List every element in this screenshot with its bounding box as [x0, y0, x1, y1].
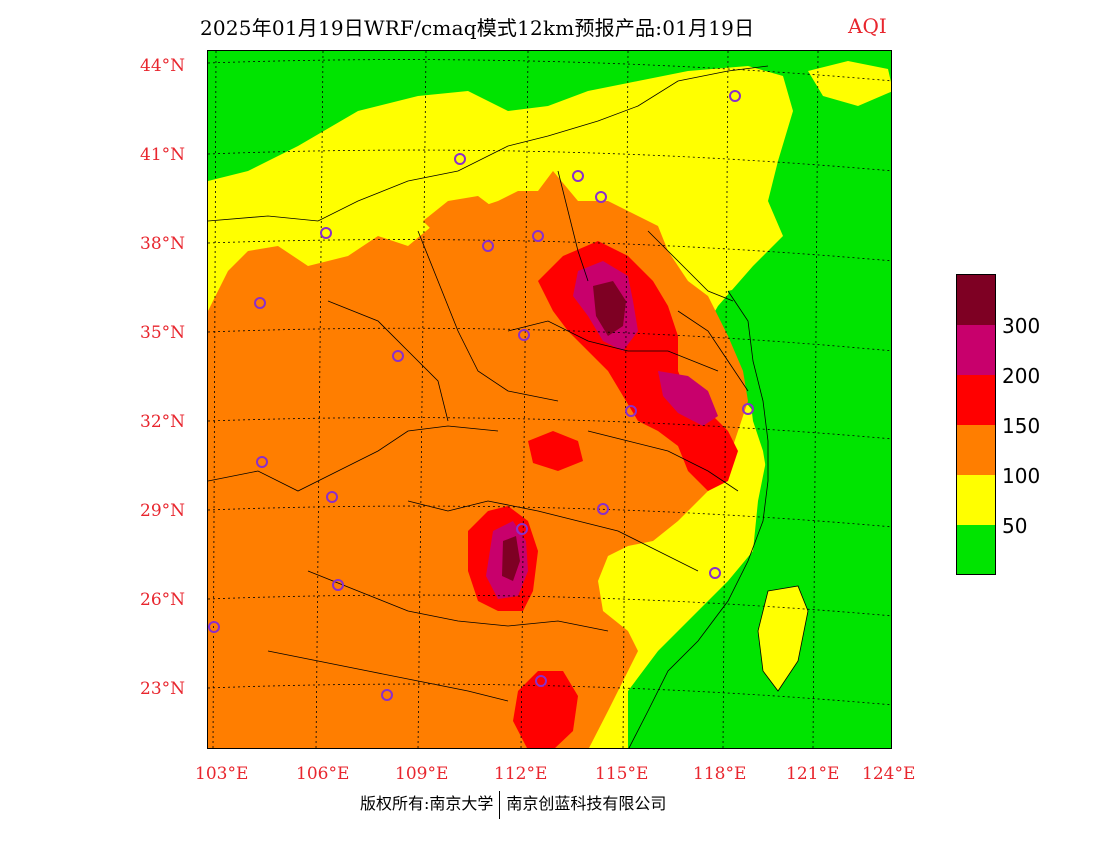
aqi-unhealthy-sensitive-area-north	[423, 196, 498, 246]
lat-label-38: 38°N	[140, 234, 186, 254]
legend-label-150: 150	[1002, 414, 1041, 438]
legend-label-200: 200	[1002, 364, 1041, 388]
graticule	[208, 51, 891, 748]
station-markers	[208, 90, 754, 701]
lon-label-121: 121°E	[786, 764, 840, 784]
lon-label-115: 115°E	[595, 764, 649, 784]
aqi-hazardous-area-south	[502, 536, 520, 581]
lon-label-112: 112°E	[494, 764, 548, 784]
lon-label-106: 106°E	[296, 764, 350, 784]
sea-area	[668, 232, 891, 748]
aqi-moderate-area-north	[808, 61, 891, 106]
lon-label-103: 103°E	[195, 764, 249, 784]
map-title: 2025年01月19日WRF/cmaq模式12km预报产品:01月19日	[200, 16, 755, 40]
lat-label-26: 26°N	[140, 590, 186, 610]
lat-label-35: 35°N	[140, 323, 186, 343]
copyright-left: 版权所有:南京大学	[360, 794, 494, 813]
aqi-unhealthy-area-central	[528, 431, 583, 471]
aqi-map-svg	[208, 51, 891, 748]
lon-label-109: 109°E	[395, 764, 449, 784]
aqi-hazardous-area	[593, 281, 626, 336]
lat-label-32: 32°N	[140, 412, 186, 432]
aqi-legend	[956, 274, 996, 575]
legend-swatch-sensitive	[957, 425, 995, 475]
lat-label-41: 41°N	[140, 145, 186, 165]
legend-swatch-moderate	[957, 475, 995, 525]
legend-label-100: 100	[1002, 464, 1041, 488]
aqi-unhealthy-area-coast	[513, 671, 578, 748]
legend-swatch-very-unhealthy	[957, 325, 995, 375]
variable-label: AQI	[848, 14, 887, 38]
copyright-right: 南京创蓝科技有限公司	[506, 794, 667, 813]
lon-label-124: 124°E	[862, 764, 916, 784]
map-title-row: 2025年01月19日WRF/cmaq模式12km预报产品:01月19日 AQI	[0, 8, 1100, 40]
legend-label-300: 300	[1002, 314, 1041, 338]
province-boundaries	[208, 65, 809, 748]
legend-label-50: 50	[1002, 514, 1028, 538]
legend-swatch-unhealthy	[957, 375, 995, 425]
copyright-footer: 版权所有:南京大学 南京创蓝科技有限公司	[360, 790, 666, 820]
aqi-very-unhealthy-area-east	[658, 371, 718, 426]
legend-swatch-good	[957, 525, 995, 574]
footer-separator	[499, 790, 501, 819]
lat-label-44: 44°N	[140, 56, 186, 76]
lat-label-23: 23°N	[140, 679, 186, 699]
lon-label-118: 118°E	[693, 764, 747, 784]
aqi-forecast-map	[207, 50, 892, 749]
lat-label-29: 29°N	[140, 501, 186, 521]
legend-swatch-hazardous	[957, 275, 995, 325]
